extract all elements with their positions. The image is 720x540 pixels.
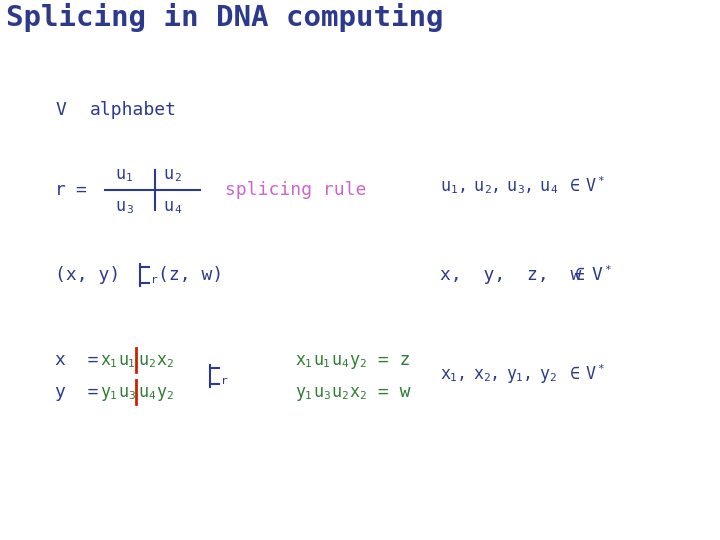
Text: 1: 1: [126, 173, 132, 183]
Text: u: u: [163, 165, 173, 183]
Text: ,: ,: [458, 177, 468, 195]
Text: ∈: ∈: [570, 177, 580, 195]
Text: ,: ,: [491, 177, 501, 195]
Text: V: V: [586, 177, 596, 195]
Text: splicing rule: splicing rule: [225, 181, 366, 199]
Text: r: r: [221, 376, 228, 386]
Text: r: r: [151, 275, 158, 285]
Text: y  =: y =: [55, 383, 99, 401]
Text: Splicing in DNA computing: Splicing in DNA computing: [6, 3, 444, 32]
Text: y: y: [295, 383, 305, 401]
Text: = z: = z: [367, 351, 410, 369]
Text: u: u: [331, 351, 341, 369]
Text: 4: 4: [550, 185, 557, 195]
Text: *: *: [597, 176, 604, 186]
Text: *: *: [604, 265, 611, 275]
Text: x: x: [440, 365, 450, 383]
Text: u: u: [163, 197, 173, 215]
Text: u: u: [118, 383, 128, 401]
Text: y: y: [156, 383, 166, 401]
Text: u: u: [138, 351, 148, 369]
Text: 4: 4: [148, 391, 155, 401]
Text: alphabet: alphabet: [90, 101, 177, 119]
Text: V: V: [586, 365, 596, 383]
Text: 1: 1: [110, 391, 117, 401]
Text: ∈: ∈: [575, 266, 585, 284]
Text: 1: 1: [305, 391, 312, 401]
Text: u: u: [539, 177, 549, 195]
Text: 2: 2: [166, 359, 173, 369]
Text: 3: 3: [128, 391, 135, 401]
Text: ,: ,: [457, 365, 467, 383]
Text: 3: 3: [126, 205, 132, 215]
Text: ,: ,: [524, 177, 534, 195]
Text: V: V: [55, 101, 66, 119]
Text: x: x: [156, 351, 166, 369]
Text: u: u: [115, 197, 125, 215]
Text: y: y: [100, 383, 110, 401]
Text: x: x: [473, 365, 483, 383]
Text: u: u: [118, 351, 128, 369]
Text: 1: 1: [450, 373, 456, 383]
Text: (z, w): (z, w): [158, 266, 223, 284]
Text: *: *: [597, 364, 604, 374]
Text: u: u: [313, 351, 323, 369]
Text: x,  y,  z,  w: x, y, z, w: [440, 266, 581, 284]
Text: 4: 4: [341, 359, 348, 369]
Text: 1: 1: [516, 373, 523, 383]
Text: x: x: [100, 351, 110, 369]
Text: 4: 4: [174, 205, 181, 215]
Text: x: x: [349, 383, 359, 401]
Text: u: u: [440, 177, 450, 195]
Text: x: x: [295, 351, 305, 369]
Text: ,: ,: [490, 365, 500, 383]
Text: r: r: [55, 181, 66, 199]
Text: u: u: [313, 383, 323, 401]
Text: y: y: [539, 365, 549, 383]
Text: 1: 1: [323, 359, 330, 369]
Text: 1: 1: [451, 185, 458, 195]
Text: 2: 2: [341, 391, 348, 401]
Text: y: y: [506, 365, 516, 383]
Text: u: u: [506, 177, 516, 195]
Text: 1: 1: [128, 359, 135, 369]
Text: = w: = w: [367, 383, 410, 401]
Text: ∈: ∈: [570, 365, 580, 383]
Text: 2: 2: [174, 173, 181, 183]
Text: u: u: [138, 383, 148, 401]
Text: V: V: [592, 266, 603, 284]
Text: 2: 2: [549, 373, 556, 383]
Text: 2: 2: [166, 391, 173, 401]
Text: 2: 2: [359, 391, 366, 401]
Text: 2: 2: [148, 359, 155, 369]
Text: u: u: [331, 383, 341, 401]
Text: x  =: x =: [55, 351, 99, 369]
Text: =: =: [75, 181, 86, 199]
Text: 3: 3: [517, 185, 523, 195]
Text: 3: 3: [323, 391, 330, 401]
Text: 2: 2: [484, 185, 491, 195]
Text: 2: 2: [359, 359, 366, 369]
Text: ,: ,: [523, 365, 533, 383]
Text: u: u: [115, 165, 125, 183]
Text: 2: 2: [483, 373, 490, 383]
Text: (x, y): (x, y): [55, 266, 120, 284]
Text: 1: 1: [110, 359, 117, 369]
Text: 1: 1: [305, 359, 312, 369]
Text: u: u: [473, 177, 483, 195]
Text: y: y: [349, 351, 359, 369]
